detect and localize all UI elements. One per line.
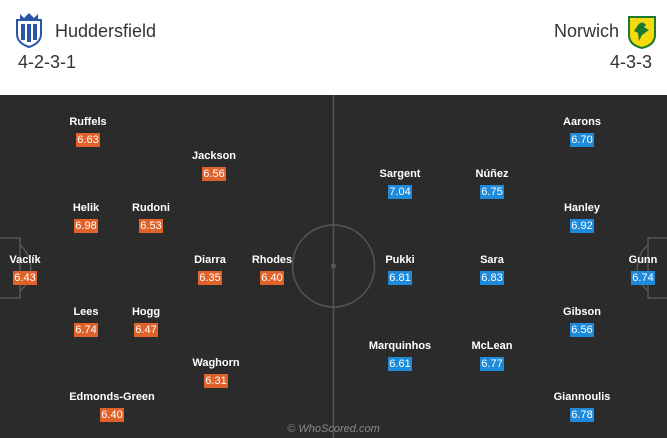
player-rating: 6.31 [204,374,228,388]
home-player[interactable]: Lees 6.74 [41,306,131,338]
home-player[interactable]: Edmonds-Green 6.40 [67,391,157,423]
pitch: Ruffels 6.63 Jackson 6.56 Helik 6.98 Rudoni 6.5… [0,95,667,438]
player-name[interactable]: Sara [480,254,504,266]
player-rating: 6.92 [570,219,594,233]
player-rating: 7.04 [388,185,412,199]
home-player[interactable]: Waghorn 6.31 [171,357,261,389]
player-rating: 6.74 [631,271,655,285]
player-rating: 6.63 [76,133,100,147]
player-rating: 6.83 [480,271,504,285]
player-rating: 6.56 [570,323,594,337]
player-rating: 6.43 [13,271,37,285]
player-name[interactable]: Pukki [385,254,415,266]
away-player[interactable]: McLean 6.77 [447,340,537,372]
player-rating: 6.78 [570,408,594,422]
player-name[interactable]: Hogg [131,306,161,318]
huddersfield-crest-icon [16,13,42,48]
home-player[interactable]: Vaclík 6.43 [0,254,70,286]
player-rating: 6.40 [260,271,284,285]
away-player[interactable]: Hanley 6.92 [537,202,627,234]
match-header: Huddersfield 4-2-3-1 Norwich 4-3-3 [0,0,667,95]
pitch-lines [0,95,667,438]
player-name[interactable]: Aarons [563,116,601,128]
player-name[interactable]: Gunn [628,254,658,266]
player-name[interactable]: Waghorn [192,357,240,369]
player-name[interactable]: Lees [73,306,99,318]
home-player[interactable]: Diarra 6.35 [165,254,255,286]
away-player[interactable]: Núñez 6.75 [447,168,537,200]
player-rating: 6.70 [570,133,594,147]
home-player[interactable]: Hogg 6.47 [101,306,191,338]
player-name[interactable]: Giannoulis [553,391,611,403]
home-team-name: Huddersfield [55,21,157,41]
watermark: © WhoScored.com [287,423,380,435]
away-player[interactable]: Pukki 6.81 [355,254,445,286]
player-rating: 6.75 [480,185,504,199]
home-player[interactable]: Ruffels 6.63 [43,116,133,148]
norwich-crest-icon [628,16,656,50]
away-team-name: Norwich [553,21,619,41]
away-player[interactable]: Gunn 6.74 [598,254,667,286]
player-rating: 6.98 [74,219,98,233]
away-player[interactable]: Sargent 7.04 [355,168,445,200]
player-rating: 6.47 [134,323,158,337]
player-name[interactable]: Ruffels [69,116,107,128]
player-rating: 6.53 [139,219,163,233]
player-name[interactable]: Edmonds-Green [69,391,155,403]
home-player[interactable]: Helik 6.98 [41,202,131,234]
player-rating: 6.77 [480,357,504,371]
player-name[interactable]: Sargent [379,168,421,180]
home-player[interactable]: Jackson 6.56 [169,150,259,182]
player-name[interactable]: Núñez [475,168,509,180]
player-rating: 6.74 [74,323,98,337]
away-player[interactable]: Gibson 6.56 [537,306,627,338]
away-player[interactable]: Giannoulis 6.78 [537,391,627,423]
player-name[interactable]: Vaclík [9,254,41,266]
player-name[interactable]: Rhodes [251,254,293,266]
player-name[interactable]: Hanley [563,202,601,214]
player-rating: 6.61 [388,357,412,371]
home-formation: 4-2-3-1 [18,52,77,72]
player-rating: 6.40 [100,408,124,422]
away-formation: 4-3-3 [609,52,652,72]
away-player[interactable]: Marquinhos 6.61 [355,340,445,372]
player-name[interactable]: Jackson [191,150,237,162]
player-name[interactable]: Helik [72,202,100,214]
player-name[interactable]: Diarra [194,254,226,266]
player-name[interactable]: Marquinhos [368,340,432,352]
player-rating: 6.56 [202,167,226,181]
home-player[interactable]: Rhodes 6.40 [227,254,317,286]
home-player[interactable]: Rudoni 6.53 [106,202,196,234]
away-player[interactable]: Aarons 6.70 [537,116,627,148]
player-rating: 6.81 [388,271,412,285]
away-player[interactable]: Sara 6.83 [447,254,537,286]
player-name[interactable]: Gibson [563,306,601,318]
player-name[interactable]: Rudoni [132,202,170,214]
player-name[interactable]: McLean [471,340,513,352]
player-rating: 6.35 [198,271,222,285]
